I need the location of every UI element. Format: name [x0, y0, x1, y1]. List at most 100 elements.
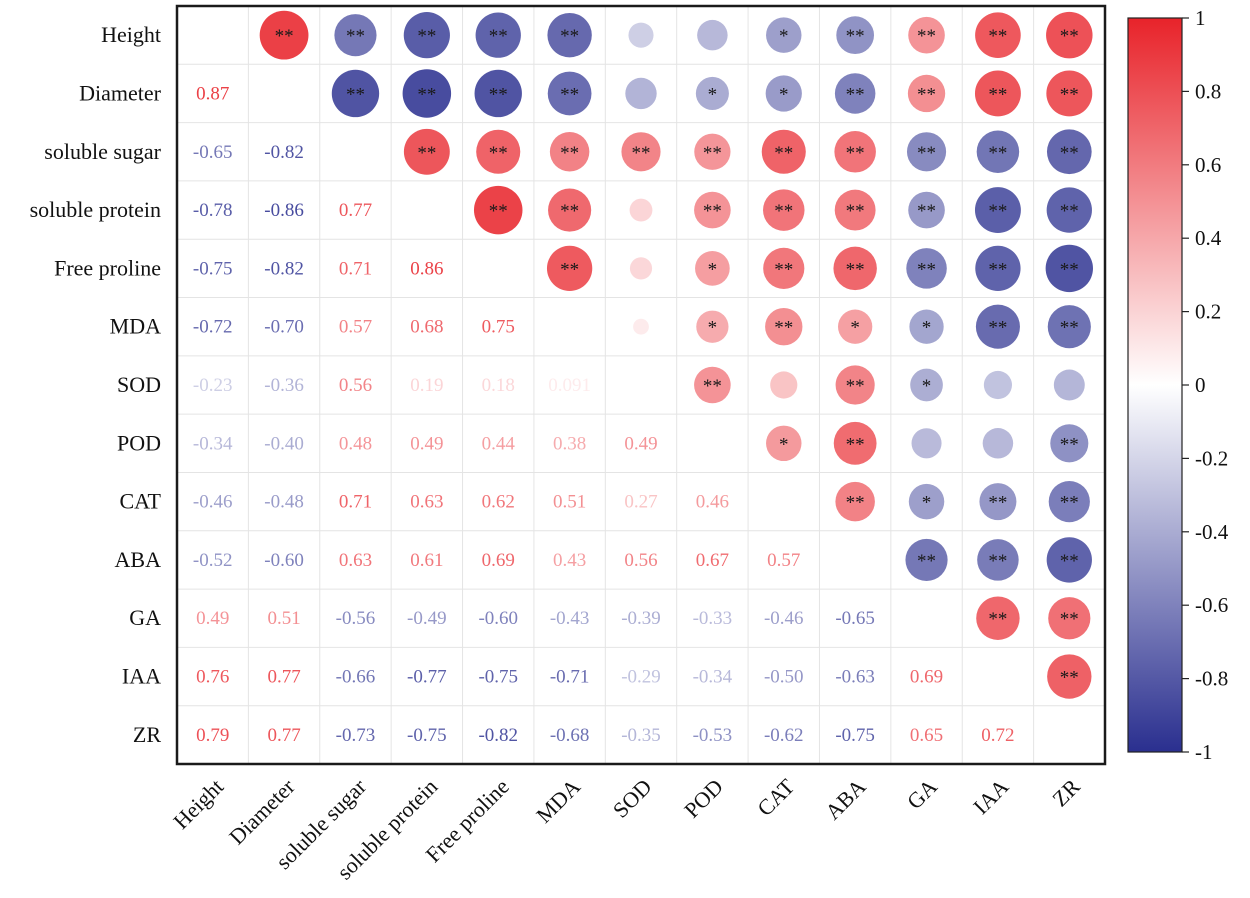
- correlation-value: -0.60: [478, 608, 518, 629]
- correlation-circle: [906, 132, 947, 172]
- significance-mark: **: [632, 143, 651, 164]
- correlation-circle: [1047, 654, 1092, 699]
- correlation-circle: [833, 246, 877, 291]
- correlation-circle: [259, 10, 309, 60]
- correlation-value: -0.65: [193, 142, 233, 163]
- significance-mark: *: [779, 84, 789, 105]
- correlation-circle: [763, 247, 805, 289]
- correlation-circle: [1047, 305, 1091, 349]
- correlation-circle: [696, 310, 729, 343]
- correlation-value: 0.77: [339, 200, 372, 221]
- correlation-circle: [763, 189, 805, 231]
- correlation-circle: [909, 309, 944, 344]
- correlation-value: -0.62: [764, 725, 804, 746]
- correlation-circle: [908, 16, 945, 54]
- correlation-circle: [621, 132, 661, 172]
- correlation-circle: [1046, 187, 1092, 233]
- correlation-circle: [474, 69, 522, 118]
- correlation-value: 0.77: [267, 725, 300, 746]
- colorbar-tick-label: -0.4: [1195, 520, 1229, 544]
- correlation-value: 0.46: [696, 492, 729, 513]
- significance-mark: **: [703, 143, 722, 164]
- correlation-circle: [911, 428, 942, 459]
- correlation-circle: [766, 17, 802, 53]
- significance-mark: *: [850, 318, 860, 339]
- correlation-value: -0.46: [764, 608, 804, 629]
- correlation-value: 0.18: [482, 375, 515, 396]
- correlation-circle: [697, 19, 728, 51]
- correlation-value: 0.56: [339, 375, 372, 396]
- correlation-circle: [907, 74, 946, 113]
- correlation-circle: [476, 129, 521, 174]
- correlation-circle: [548, 188, 592, 232]
- correlation-value: 0.65: [910, 725, 943, 746]
- correlation-circle: [625, 77, 657, 110]
- correlation-value: 0.48: [339, 433, 372, 454]
- correlation-circle: [977, 539, 1019, 581]
- correlation-value: -0.82: [478, 725, 518, 746]
- correlation-value: -0.49: [407, 608, 447, 629]
- correlation-value: -0.34: [193, 433, 233, 454]
- correlation-circle: [982, 428, 1014, 459]
- matrix-cells: ** ** ** ** ** * ** ** ** **0.87 ** ** ** ** * * ** ** ** *…: [193, 10, 1093, 746]
- significance-mark: **: [1060, 84, 1079, 105]
- correlation-circle: [1046, 70, 1093, 117]
- significance-mark: **: [988, 609, 1007, 630]
- correlation-circle: [695, 76, 729, 111]
- correlation-value: 0.67: [696, 550, 729, 571]
- correlation-circle: [976, 130, 1020, 174]
- correlation-value: 0.44: [482, 433, 516, 454]
- correlation-value: 0.51: [553, 492, 586, 513]
- significance-mark: **: [774, 259, 793, 280]
- colorbar-tick-label: -1: [1195, 740, 1213, 764]
- correlation-circle: [908, 483, 945, 520]
- correlation-value: 0.86: [410, 258, 443, 279]
- correlation-value: -0.36: [264, 375, 304, 396]
- correlation-value: -0.63: [835, 667, 875, 688]
- correlation-circle: [836, 16, 875, 55]
- significance-mark: **: [917, 143, 936, 164]
- colorbar-tick-label: 0: [1195, 373, 1206, 397]
- correlation-value: 0.77: [267, 667, 300, 688]
- significance-mark: **: [1060, 143, 1079, 164]
- correlation-circle: [906, 248, 947, 289]
- correlation-circle: [834, 73, 876, 114]
- correlation-circle: [403, 12, 450, 59]
- colorbar-tick-label: 0.8: [1195, 79, 1221, 103]
- correlation-value: 0.27: [624, 492, 657, 513]
- correlation-value: -0.35: [621, 725, 661, 746]
- significance-mark: **: [917, 26, 936, 47]
- significance-mark: *: [708, 259, 718, 280]
- significance-mark: *: [779, 26, 789, 47]
- significance-mark: **: [917, 201, 936, 222]
- correlation-value: 0.79: [196, 725, 229, 746]
- correlation-value: -0.60: [264, 550, 304, 571]
- correlation-value: 0.56: [624, 550, 657, 571]
- significance-mark: **: [846, 26, 865, 47]
- correlation-circle: [695, 251, 730, 286]
- correlation-circle: [473, 185, 523, 235]
- row-label: ABA: [115, 547, 162, 572]
- correlation-circle: [834, 189, 876, 231]
- correlation-circle: [694, 191, 731, 229]
- correlation-circle: [547, 71, 592, 116]
- colorbar: 1 0.8 0.6 0.4 0.2 0 -0.2 -0.4 -0.6 -0.8 -1: [1127, 6, 1229, 764]
- correlation-value: 0.51: [267, 608, 300, 629]
- correlation-circle: [765, 75, 802, 112]
- correlation-circle: [1048, 481, 1090, 523]
- significance-mark: **: [346, 26, 365, 47]
- correlation-value: -0.53: [693, 725, 733, 746]
- correlation-circle: [1046, 11, 1093, 59]
- correlation-circle: [908, 191, 945, 229]
- correlation-value: -0.65: [835, 608, 875, 629]
- correlation-value: -0.71: [550, 667, 590, 688]
- significance-mark: **: [489, 201, 508, 222]
- correlation-circle: [628, 22, 654, 48]
- correlation-circle: [334, 14, 377, 57]
- significance-mark: **: [917, 259, 936, 280]
- correlation-value: -0.56: [336, 608, 376, 629]
- significance-mark: **: [703, 201, 722, 222]
- correlation-value: 0.69: [482, 550, 515, 571]
- significance-mark: *: [708, 84, 718, 105]
- significance-mark: **: [417, 143, 436, 164]
